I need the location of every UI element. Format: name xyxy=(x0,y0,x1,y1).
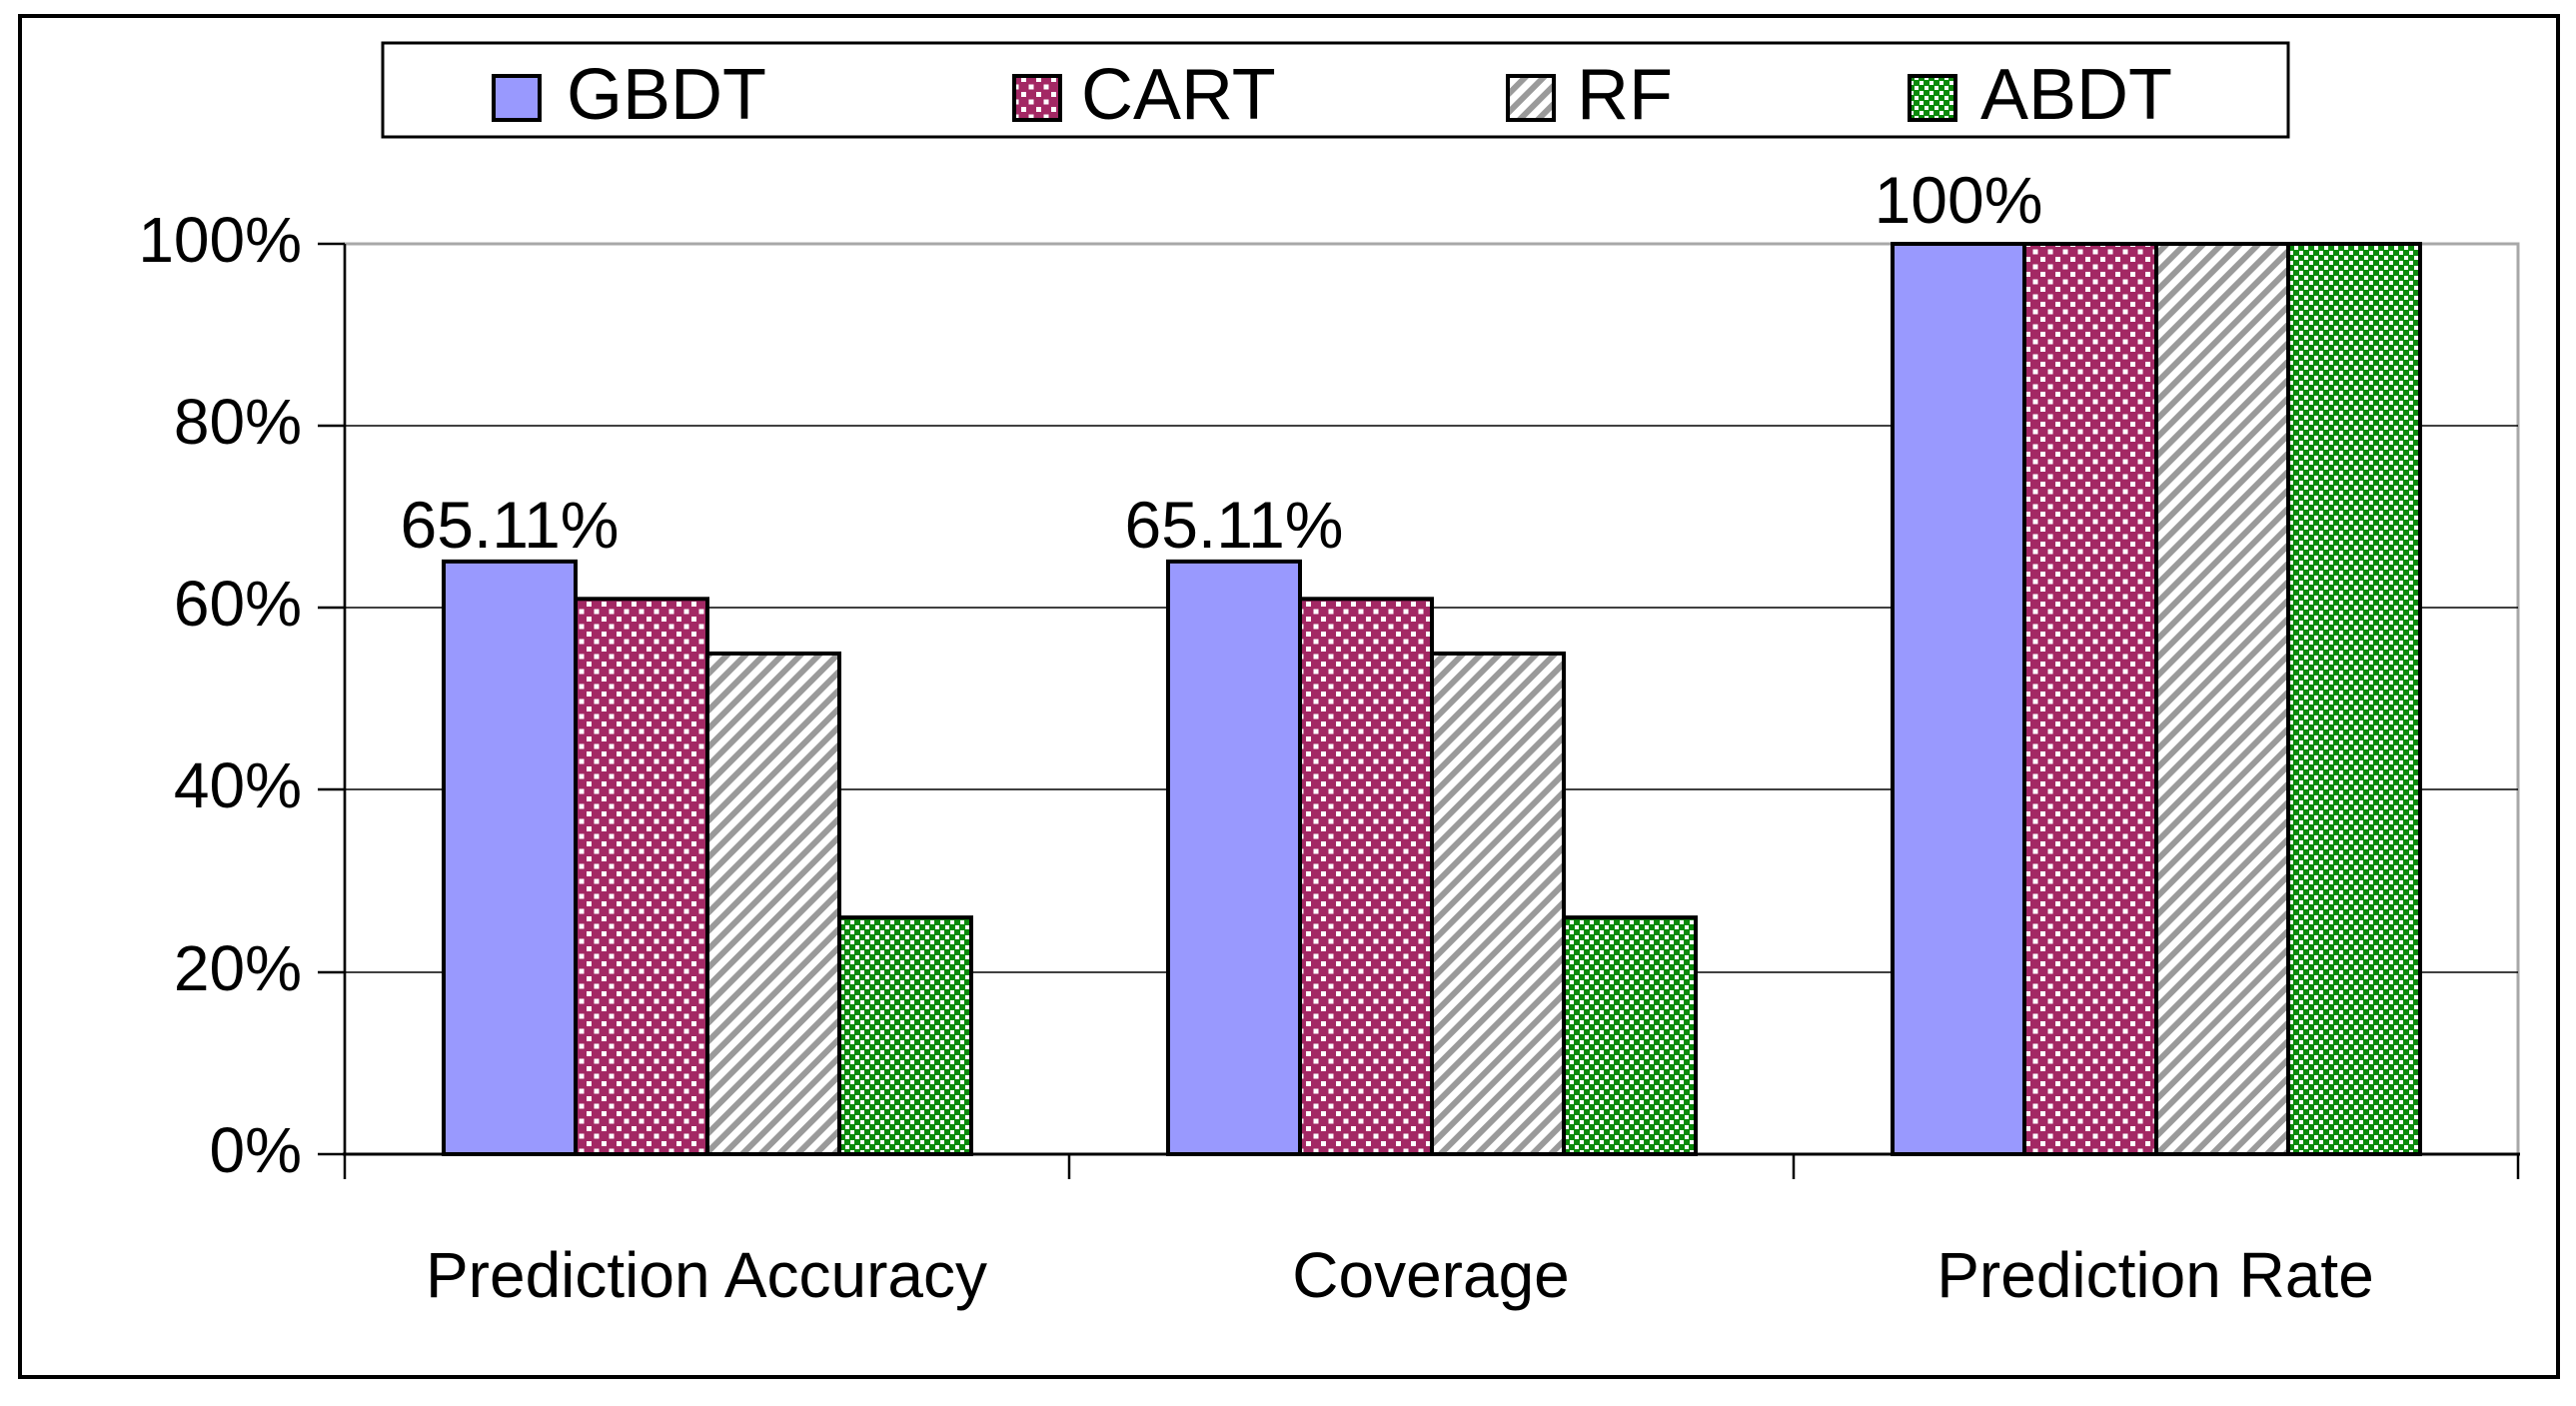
category-label-prediction-accuracy: Prediction Accuracy xyxy=(426,1239,987,1311)
data-label-coverage: 65.11% xyxy=(1125,488,1344,562)
y-tick-label-20: 20% xyxy=(174,932,302,1004)
bar-abdt-prediction-rate xyxy=(2286,242,2422,1156)
legend-label-abdt: ABDT xyxy=(1980,55,2172,135)
legend-swatch-abdt xyxy=(1908,74,1957,122)
legend-label-cart: CART xyxy=(1081,55,1276,135)
y-tick-label-80: 80% xyxy=(174,386,302,458)
y-tick-label-60: 60% xyxy=(174,568,302,640)
legend-swatch-gbdt xyxy=(492,74,542,122)
legend-box xyxy=(381,41,2290,139)
legend-swatch-rf xyxy=(1506,74,1556,122)
category-label-prediction-rate: Prediction Rate xyxy=(1936,1239,2374,1311)
legend-label-gbdt: GBDT xyxy=(567,55,766,135)
y-tick-label-0: 0% xyxy=(210,1114,303,1186)
bar-rf-coverage xyxy=(1430,651,1566,1156)
bar-gbdt-prediction-rate xyxy=(1891,242,2026,1156)
data-label-prediction-accuracy: 65.11% xyxy=(401,488,620,562)
bar-cart-prediction-rate xyxy=(2022,242,2158,1156)
bar-cart-coverage xyxy=(1298,597,1434,1156)
y-tick-label-40: 40% xyxy=(174,749,302,821)
bar-rf-prediction-accuracy xyxy=(705,651,841,1156)
bar-cart-prediction-accuracy xyxy=(574,597,709,1156)
bar-gbdt-prediction-accuracy xyxy=(442,559,578,1156)
bar-rf-prediction-rate xyxy=(2154,242,2290,1156)
legend-label-rf: RF xyxy=(1577,55,1673,135)
bar-gbdt-coverage xyxy=(1166,559,1302,1156)
bar-abdt-coverage xyxy=(1562,915,1698,1157)
y-tick-label-100: 100% xyxy=(138,204,302,276)
bar-abdt-prediction-accuracy xyxy=(837,915,973,1157)
data-label-prediction-rate: 100% xyxy=(1875,163,2043,237)
legend-swatch-cart xyxy=(1012,74,1062,122)
category-label-coverage: Coverage xyxy=(1292,1239,1570,1311)
